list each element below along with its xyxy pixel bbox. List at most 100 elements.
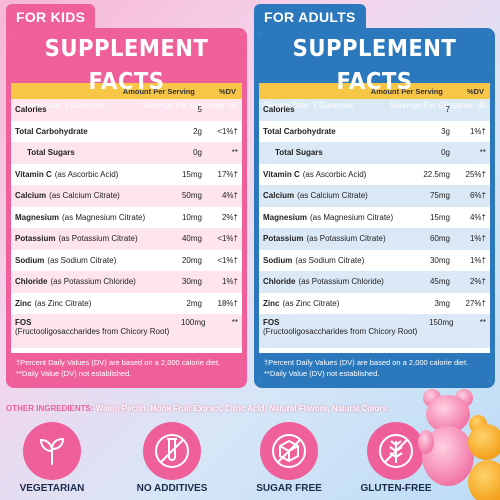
nutrient-dv: 1%† bbox=[469, 126, 486, 136]
nutrient-dv: 17%† bbox=[217, 169, 238, 179]
badge-no-additives-label: NO ADDITIVES bbox=[136, 483, 208, 494]
nutrient-dv: 18%† bbox=[217, 298, 238, 308]
nutrient-label: Sodium bbox=[15, 255, 45, 265]
nutrient-label: Calories bbox=[15, 105, 47, 115]
nutrient-dv: 2%† bbox=[469, 277, 486, 287]
nutrient-amount: 2mg bbox=[186, 298, 202, 308]
nutrient-label: Total Carbohydrate bbox=[263, 126, 336, 136]
nutrient-detail: (Fructooligosaccharides from Chicory Roo… bbox=[15, 327, 170, 336]
other-ingredients: OTHER INGREDIENTS: Water, Pectin, Monk F… bbox=[6, 404, 426, 413]
nutrient-detail: (as Sodium Citrate) bbox=[47, 255, 117, 265]
kids-nutrient-rows: Calories 5 Total Carbohydrate 2g <1%† Total S… bbox=[11, 99, 242, 348]
gummy-bears-image bbox=[418, 389, 500, 500]
kids-footnotes: †Percent Daily Values (DV) are based on … bbox=[11, 353, 242, 383]
kids-title: SUPPLEMENT FACTS bbox=[44, 36, 209, 95]
nutrient-label: FOS bbox=[263, 318, 280, 327]
badge-gluten-free-label: GLUTEN-FREE bbox=[360, 483, 432, 494]
kids-footnote-dv: †Percent Daily Values (DV) are based on … bbox=[16, 358, 221, 367]
kids-title-band: SUPPLEMENT FACTS Serving Size: 2 Gummies… bbox=[11, 33, 242, 110]
kids-dv-header: %DV bbox=[218, 86, 236, 96]
nutrient-label: Total Sugars bbox=[27, 148, 75, 158]
nutrient-detail: (as Sodium Citrate) bbox=[295, 255, 365, 265]
badge-gluten-free: GLUTEN-FREE bbox=[356, 422, 436, 494]
nutrient-label: Total Sugars bbox=[275, 148, 323, 158]
nutrient-detail: (as Potassium Citrate) bbox=[58, 234, 138, 244]
nutrient-amount: 150mg bbox=[428, 318, 454, 327]
nutrient-detail: (as Ascorbic Acid) bbox=[302, 169, 367, 179]
nutrient-name: Total Carbohydrate bbox=[15, 127, 162, 136]
nutrient-amount: 20mg bbox=[181, 255, 202, 265]
nutrient-label: Chloride bbox=[263, 277, 296, 287]
adults-dv-header: %DV bbox=[466, 86, 484, 96]
kids-nutrient-row: Potassium (as Potassium Citrate) 40mg <1%† bbox=[11, 228, 242, 250]
kids-nutrient-row: Total Carbohydrate 2g <1%† bbox=[11, 121, 242, 143]
nutrient-amount: 45mg bbox=[429, 277, 450, 287]
nutrient-dv: <1%† bbox=[217, 234, 238, 244]
adults-title-band: SUPPLEMENT FACTS Serving Size: 3 Gummies… bbox=[259, 33, 490, 110]
nutrient-name: Total Sugars bbox=[263, 148, 410, 157]
nutrient-detail: (as Magnesium Citrate) bbox=[310, 212, 394, 222]
nutrient-dv: 4%† bbox=[221, 191, 238, 201]
kids-tab: FOR KIDS bbox=[6, 4, 96, 30]
nutrient-amount: 40mg bbox=[181, 234, 202, 244]
no-sugar-cube-icon bbox=[260, 422, 318, 480]
nutrient-amount: 75mg bbox=[429, 191, 450, 201]
nutrient-dv: 1%† bbox=[221, 277, 238, 287]
adults-footnotes: †Percent Daily Values (DV) are based on … bbox=[259, 353, 490, 383]
kids-amount-header: Amount Per Serving %DV bbox=[11, 83, 242, 99]
nutrient-detail: (as Potassium Chloride) bbox=[298, 277, 384, 287]
nutrient-detail: (as Potassium Chloride) bbox=[50, 277, 136, 287]
nutrient-name: FOS (Fructooligosaccharides from Chicory … bbox=[15, 318, 169, 336]
nutrient-label: Potassium bbox=[263, 234, 304, 244]
adults-nutrient-row: Calories 7 bbox=[259, 99, 490, 121]
nutrient-detail: (as Zinc Citrate) bbox=[282, 298, 340, 308]
nutrient-label: Zinc bbox=[263, 298, 280, 308]
other-ingredients-text: Water, Pectin, Monk Fruit Extract, Citri… bbox=[95, 404, 390, 413]
nutrient-detail: (as Calcium Citrate) bbox=[297, 191, 368, 201]
nutrient-name: Zinc (as Zinc Citrate) bbox=[15, 299, 162, 308]
nutrient-label: Potassium bbox=[15, 234, 56, 244]
nutrient-dv: ** bbox=[479, 318, 486, 327]
sprout-icon bbox=[23, 422, 81, 480]
no-wheat-icon bbox=[367, 422, 425, 480]
nutrient-name: Zinc (as Zinc Citrate) bbox=[263, 299, 410, 308]
nutrient-label: Total Carbohydrate bbox=[15, 126, 88, 136]
nutrient-name: Chloride (as Potassium Chloride) bbox=[263, 277, 410, 286]
badge-sugar-free: SUGAR FREE bbox=[249, 422, 329, 494]
nutrient-detail: (as Magnesium Citrate) bbox=[62, 212, 146, 222]
nutrient-amount: 15mg bbox=[429, 212, 450, 222]
nutrient-amount: 3mg bbox=[434, 298, 450, 308]
kids-amount-per-serving: Amount Per Serving bbox=[122, 86, 195, 96]
adults-supplement-facts-panel: SUPPLEMENT FACTS Serving Size: 3 Gummies… bbox=[254, 28, 495, 388]
badge-vegetarian-label: VEGETARIAN bbox=[19, 483, 85, 494]
nutrient-name: Total Carbohydrate bbox=[263, 127, 410, 136]
nutrient-amount: 5 bbox=[197, 105, 202, 115]
kids-footnote-not-established: **Daily Value (DV) not established. bbox=[16, 369, 132, 378]
adults-nutrient-row: Potassium (as Potassium Citrate) 60mg 1%† bbox=[259, 228, 490, 250]
nutrient-label: Calcium bbox=[15, 191, 47, 201]
nutrient-dv: 25%† bbox=[465, 169, 486, 179]
nutrient-name: Calories bbox=[15, 105, 162, 114]
nutrient-dv: ** bbox=[231, 148, 238, 158]
kids-nutrient-row: Calories 5 bbox=[11, 99, 242, 121]
adults-nutrient-row: Sodium (as Sodium Citrate) 30mg 1%† bbox=[259, 250, 490, 272]
nutrient-label: Chloride bbox=[15, 277, 48, 287]
kids-nutrient-row: FOS (Fructooligosaccharides from Chicory … bbox=[11, 314, 242, 348]
nutrient-name: Calories bbox=[263, 105, 410, 114]
nutrient-amount: 22.5mg bbox=[423, 169, 450, 179]
no-test-tube-icon bbox=[143, 422, 201, 480]
nutrient-label: Vitamin C bbox=[15, 169, 52, 179]
adults-nutrient-rows: Calories 7 Total Carbohydrate 3g 1%† Total Su… bbox=[259, 99, 490, 348]
kids-nutrient-row: Chloride (as Potassium Chloride) 30mg 1%† bbox=[11, 271, 242, 293]
adults-tab: FOR ADULTS bbox=[254, 4, 366, 30]
adults-nutrient-row: Zinc (as Zinc Citrate) 3mg 27%† bbox=[259, 293, 490, 315]
adults-nutrient-row: Total Carbohydrate 3g 1%† bbox=[259, 121, 490, 143]
nutrient-amount: 60mg bbox=[429, 234, 450, 244]
kids-nutrient-row: Total Sugars 0g ** bbox=[11, 142, 242, 164]
adults-nutrient-row: FOS (Fructooligosaccharides from Chicory … bbox=[259, 314, 490, 348]
nutrient-label: Vitamin C bbox=[263, 169, 300, 179]
nutrient-amount: 30mg bbox=[181, 277, 202, 287]
nutrient-label: Calcium bbox=[263, 191, 295, 201]
kids-nutrient-row: Calcium (as Calcium Citrate) 50mg 4%† bbox=[11, 185, 242, 207]
nutrient-amount: 100mg bbox=[180, 318, 206, 327]
